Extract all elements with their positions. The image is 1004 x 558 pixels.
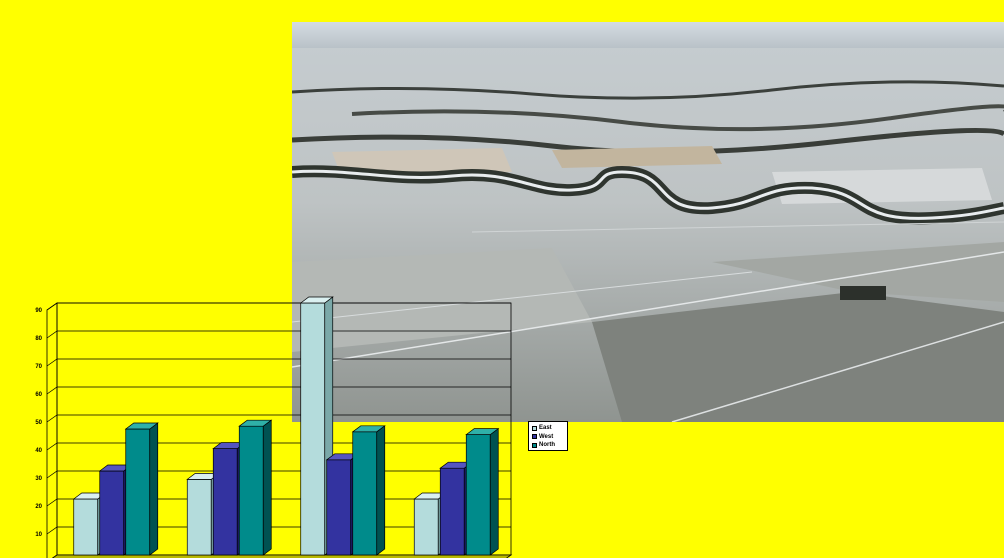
legend-label-west: West [539,433,554,440]
bar [124,422,159,556]
legend-swatch-west [532,434,537,440]
y-tick-label: 50 [35,420,42,426]
gridline [46,358,511,367]
chart-side-wall [46,302,58,558]
bar-front [212,448,238,556]
bar-front [238,425,264,556]
bar-front [73,498,99,556]
aerial-landscape-photo [292,22,1004,422]
bar [465,427,500,556]
bar-front [326,459,352,556]
bar-front [186,479,212,556]
gridline [46,386,511,395]
chart-legend: East West North [528,421,568,451]
bar [238,419,273,556]
y-tick-label: 30 [35,476,42,482]
gridline [46,302,511,311]
y-axis-ticks: 0102030405060708090 [35,308,42,538]
y-tick-label: 10 [35,532,42,538]
bar [351,425,386,556]
gridline [46,442,511,451]
bar-top [465,428,500,435]
y-tick-label: 40 [35,448,42,454]
bar-side [262,419,272,556]
bar-top [238,419,273,427]
bar-top [351,425,386,433]
legend-label-east: East [539,425,552,431]
legend-swatch-north [532,442,537,448]
gridline [46,414,511,423]
bar-front [125,428,151,556]
legend-item-east: East [532,424,564,433]
gridline [46,330,511,339]
y-tick-label: 90 [35,308,42,314]
legend-swatch-east [532,425,537,431]
legend-item-west: West [532,433,564,442]
bar-side [376,425,386,556]
bar-front [413,498,439,556]
y-tick-label: 60 [35,392,42,398]
chart-bars [72,296,500,556]
bar-front [352,431,378,556]
y-tick-label: 80 [35,336,42,342]
y-tick-label: 20 [35,504,42,510]
bar-top [299,296,334,304]
bar-front [439,467,465,556]
legend-item-north: North [532,441,564,450]
bar-front [99,470,125,556]
bar-top [124,422,159,430]
bar-side [149,422,159,556]
chart-floor [52,554,513,558]
chart-grid [46,302,513,558]
bar-side [489,427,499,556]
y-tick-label: 70 [35,364,42,370]
bar-front [465,434,491,556]
legend-label-north: North [539,442,555,448]
bar-front [300,302,326,556]
